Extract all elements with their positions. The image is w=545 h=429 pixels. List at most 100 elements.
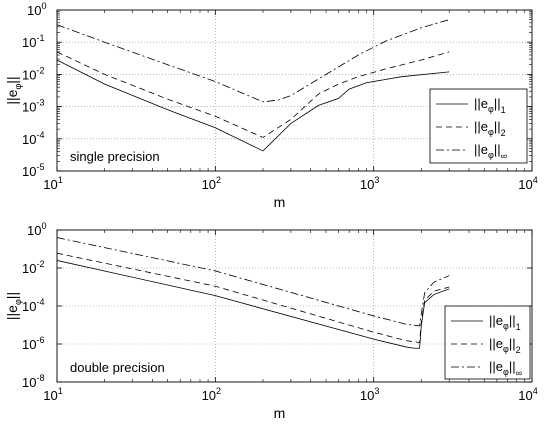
legend-base: ||e: [474, 119, 488, 134]
series-line-3: [56, 237, 450, 327]
x-tick-exp: 3: [374, 386, 379, 396]
legend-norm: 1: [516, 322, 521, 332]
y-axis-label: ||eφ||: [4, 76, 23, 104]
x-tick-base: 10: [202, 388, 216, 403]
y-tick-exp: -3: [36, 98, 44, 108]
y-tick-label: 10-4: [22, 130, 44, 147]
chart-1: 101 102 103 10410-510-410-310-210-1100m||eφ…: [4, 1, 538, 210]
y-tick-exp: 0: [41, 221, 46, 231]
y-tick-exp: -1: [36, 33, 44, 43]
legend-sub: φ: [503, 344, 509, 354]
legend-label-3: ||eφ||∞: [489, 359, 522, 378]
y-axis-label: ||eφ||: [4, 292, 23, 320]
y-tick-label: 10-5: [22, 162, 44, 179]
y-tick-label: 100: [27, 221, 46, 238]
x-axis-label: m: [274, 194, 286, 210]
y-tick-exp: -4: [36, 130, 44, 140]
y-tick-exp: -6: [36, 335, 44, 345]
legend-close: ||: [509, 336, 516, 351]
legend-close: ||: [494, 96, 501, 111]
x-tick-exp: 1: [58, 386, 63, 396]
x-tick-base: 10: [360, 177, 374, 192]
legend-base: ||e: [489, 336, 503, 351]
y-tick-base: 10: [22, 299, 36, 314]
legend: ||eφ||1||eφ||2||eφ||∞: [444, 305, 531, 380]
y-tick-base: 10: [22, 337, 36, 352]
y-tick-label: 10-2: [22, 65, 44, 82]
legend: ||eφ||1||eφ||2||eφ||∞: [429, 88, 528, 164]
y-tick-exp: 0: [41, 1, 46, 11]
y-tick-label: 100: [27, 1, 46, 18]
legend-label-1: ||eφ||1: [489, 313, 521, 332]
series-line-2: [56, 51, 450, 138]
legend-norm: 1: [501, 105, 506, 115]
y-tick-label: 10-2: [22, 259, 44, 276]
y-label-base: ||e: [4, 89, 20, 104]
y-label-close: ||: [4, 76, 20, 83]
legend-sub: φ: [488, 150, 494, 160]
series-line-3: [56, 19, 450, 103]
y-tick-exp: -4: [36, 297, 44, 307]
x-tick-exp: 4: [533, 175, 538, 185]
y-tick-exp: -2: [36, 259, 44, 269]
y-tick-exp: -8: [36, 373, 44, 383]
x-tick-base: 10: [202, 177, 216, 192]
y-tick-base: 10: [27, 223, 41, 238]
x-tick-base: 10: [360, 388, 374, 403]
x-tick-exp: 4: [533, 386, 538, 396]
x-tick-exp: 2: [216, 386, 221, 396]
legend-box: [429, 88, 528, 164]
legend-norm: 2: [516, 345, 521, 355]
precision-annotation: double precision: [70, 360, 165, 375]
x-tick-exp: 2: [216, 175, 221, 185]
x-axis-label: m: [274, 405, 286, 421]
legend-label-2: ||eφ||2: [474, 119, 506, 138]
legend-sub: φ: [488, 104, 494, 114]
y-tick-exp: -2: [36, 65, 44, 75]
y-tick-exp: -5: [36, 162, 44, 172]
legend-close: ||: [494, 142, 501, 157]
y-tick-label: 10-3: [22, 98, 44, 115]
legend-box: [444, 305, 531, 380]
x-tick-label: 104: [518, 386, 537, 403]
x-tick-label: 102: [202, 386, 221, 403]
y-tick-base: 10: [22, 261, 36, 276]
y-tick-base: 10: [22, 375, 36, 390]
legend-base: ||e: [474, 142, 488, 157]
x-tick-base: 10: [43, 388, 57, 403]
legend-label-3: ||eφ||∞: [474, 142, 507, 161]
x-tick-label: 103: [360, 386, 379, 403]
x-tick-base: 10: [43, 177, 57, 192]
chart-2: 101 102 103 10410-810-610-410-2100m||eφ||do…: [4, 221, 538, 421]
y-tick-base: 10: [22, 164, 36, 179]
x-tick-exp: 3: [374, 175, 379, 185]
y-tick-label: 10-1: [22, 33, 44, 50]
x-tick-label: 104: [518, 175, 537, 192]
y-tick-base: 10: [27, 3, 41, 18]
y-tick-base: 10: [22, 100, 36, 115]
legend-base: ||e: [489, 313, 503, 328]
legend-close: ||: [494, 119, 501, 134]
x-tick-label: 102: [202, 175, 221, 192]
legend-base: ||e: [489, 359, 503, 374]
x-tick-label: 101: [43, 386, 62, 403]
legend-sub: φ: [503, 321, 509, 331]
precision-annotation: single precision: [70, 149, 160, 164]
y-tick-label: 10-6: [22, 335, 44, 352]
y-label-close: ||: [4, 292, 20, 299]
x-tick-label: 101: [43, 175, 62, 192]
y-label-base: ||e: [4, 305, 20, 320]
legend-base: ||e: [474, 96, 488, 111]
y-tick-label: 10-4: [22, 297, 44, 314]
x-tick-base: 10: [518, 177, 532, 192]
y-tick-label: 10-8: [22, 373, 44, 390]
legend-sub: φ: [503, 367, 509, 377]
legend-norm: 2: [501, 128, 506, 138]
axes-frame: [56, 9, 533, 172]
x-tick-label: 103: [360, 175, 379, 192]
series-line-2: [56, 252, 450, 343]
legend-sub: φ: [488, 127, 494, 137]
series-line-1: [56, 59, 450, 152]
legend-norm: ∞: [516, 368, 522, 378]
